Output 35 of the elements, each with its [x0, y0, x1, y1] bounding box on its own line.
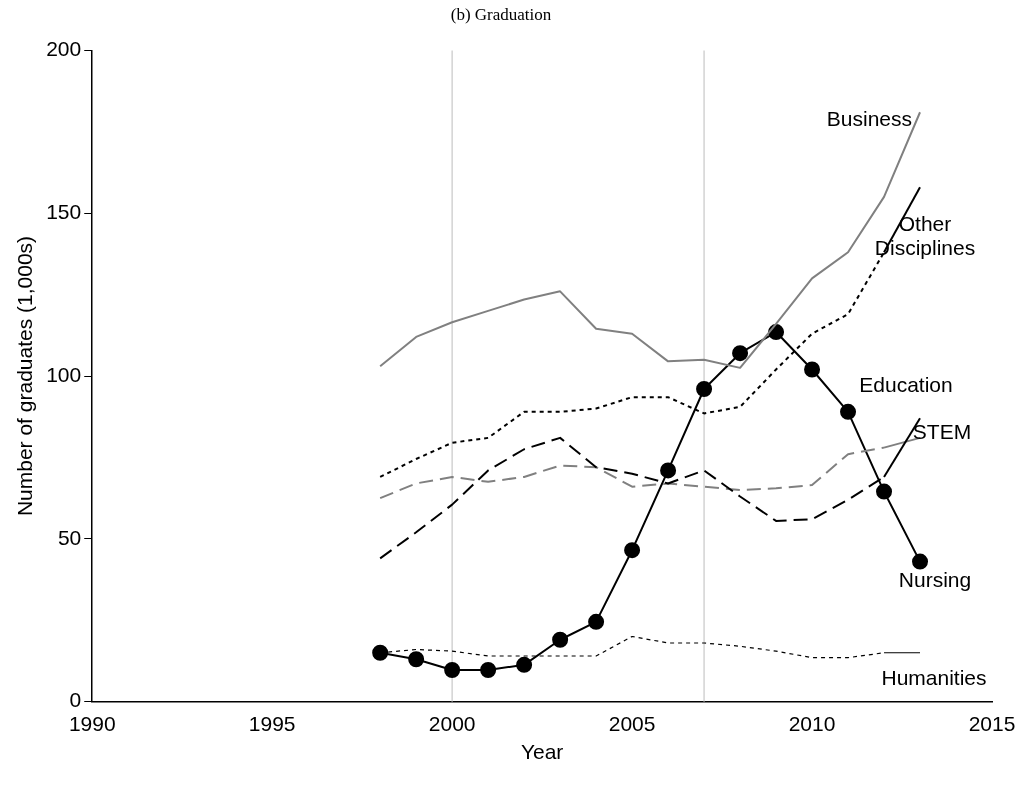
y-tick-label: 150 — [46, 200, 82, 223]
series-label: Humanities — [881, 665, 987, 689]
series-label: Business — [826, 107, 913, 131]
point — [804, 361, 821, 378]
series-label: Other Disciplines — [874, 211, 976, 259]
point — [696, 381, 713, 398]
x-tick-label: 2000 — [428, 712, 476, 735]
series-label: Nursing — [898, 568, 972, 592]
y-tick-label: 0 — [69, 688, 82, 712]
chart-title: (b) Graduation — [450, 4, 552, 24]
x-tick-label: 1995 — [248, 712, 296, 735]
point — [372, 644, 389, 661]
series-label: STEM — [912, 419, 972, 443]
x-tick-label: 1990 — [68, 712, 116, 735]
x-tick-label: 2005 — [608, 712, 656, 735]
point — [552, 631, 569, 648]
point — [444, 662, 461, 679]
x-tick-label: 2015 — [968, 712, 1016, 735]
point — [912, 553, 929, 570]
point — [732, 345, 749, 362]
point — [408, 651, 425, 668]
y-tick-label: 50 — [57, 525, 82, 549]
y-axis-title: Number of graduates (1,000s) — [13, 235, 37, 517]
point — [840, 403, 857, 420]
point — [876, 483, 893, 500]
y-tick-label: 200 — [46, 37, 82, 61]
x-axis-title: Year — [520, 740, 564, 764]
point — [516, 656, 533, 673]
point — [660, 462, 677, 479]
series-label: Education — [859, 373, 953, 397]
point — [588, 613, 605, 630]
y-tick-label: 100 — [46, 362, 82, 386]
x-tick-label: 2010 — [788, 712, 836, 735]
point — [480, 662, 497, 679]
point — [624, 542, 641, 559]
